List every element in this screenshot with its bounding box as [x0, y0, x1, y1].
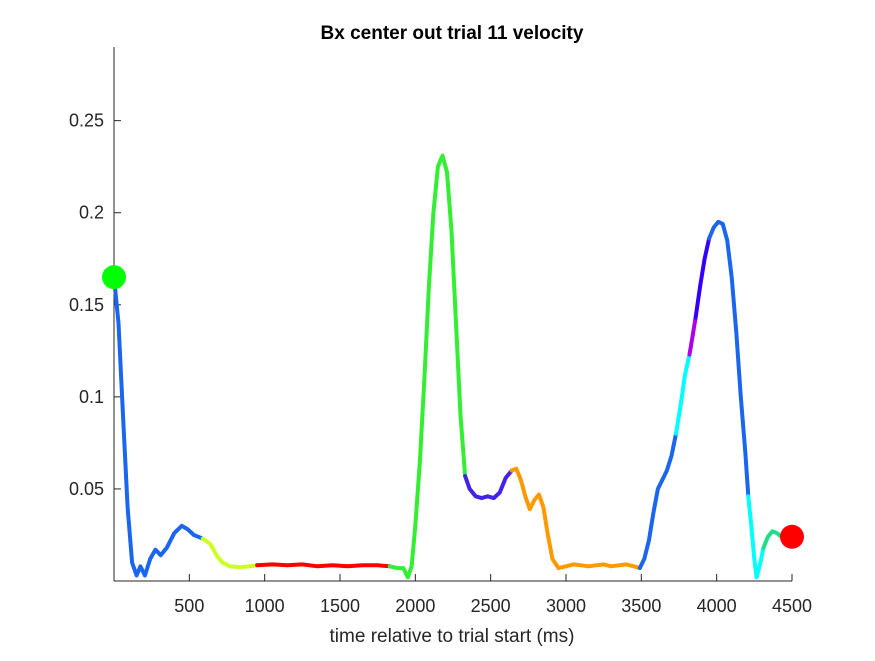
start-marker: [102, 265, 126, 290]
curve-segment: [387, 153, 468, 580]
x-tick-label: 500: [174, 596, 204, 616]
curve-segment: [637, 431, 678, 571]
chart-title: Bx center out trial 11 velocity: [321, 23, 584, 44]
curve-segment: [509, 466, 642, 571]
axes: 500 1000 1500 2000 2500 3000 3500 4000 4500 0.05 0…: [69, 47, 812, 616]
curve-segment: [707, 219, 751, 499]
curve-segment: [674, 352, 692, 436]
curve-segment: [693, 236, 712, 320]
y-tick-label: 0.25: [69, 111, 104, 131]
curve-segment: [255, 562, 392, 569]
end-marker: [780, 524, 804, 549]
x-tick-label: 2000: [395, 596, 435, 616]
curve-segment: [746, 494, 766, 580]
curve-segment: [112, 275, 205, 578]
x-tick-label: 1500: [320, 596, 360, 616]
curve-segment: [200, 536, 260, 570]
y-tick-label: 0.15: [69, 295, 104, 315]
y-tick-label: 0.05: [69, 479, 104, 499]
y-tick-label: 0.1: [79, 387, 104, 407]
x-axis-label: time relative to trial start (ms): [330, 626, 575, 647]
x-tick-label: 4500: [772, 596, 812, 616]
curve-segment: [687, 315, 698, 357]
x-tick-label: 3000: [546, 596, 586, 616]
y-tick-label: 0.2: [79, 203, 104, 223]
markers: [102, 265, 804, 549]
curve-segment: [463, 468, 514, 501]
x-tick-label: 4000: [697, 596, 737, 616]
x-tick-label: 2500: [471, 596, 511, 616]
x-tick-label: 3500: [621, 596, 661, 616]
x-tick-label: 1000: [245, 596, 285, 616]
velocity-curve: [112, 153, 794, 580]
